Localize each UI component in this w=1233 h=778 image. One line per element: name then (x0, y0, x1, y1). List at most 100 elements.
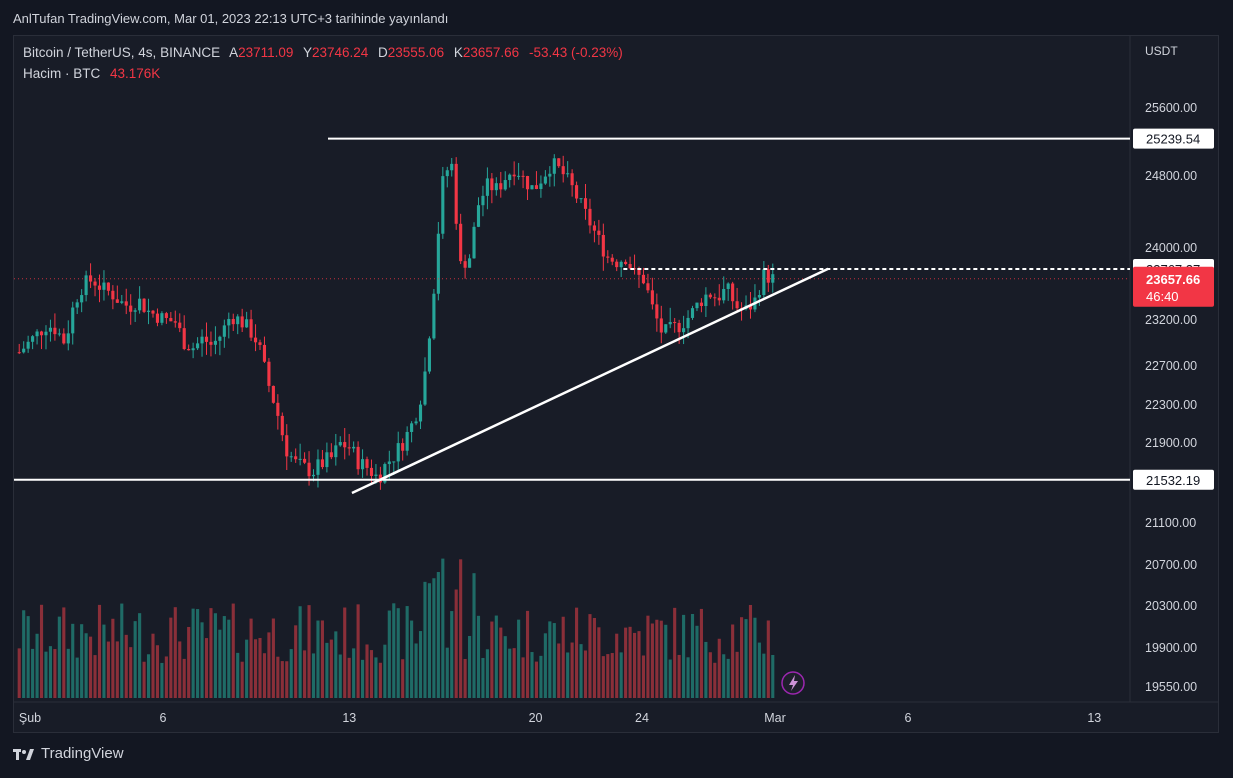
candle-body[interactable] (441, 176, 445, 234)
candle-body[interactable] (619, 261, 623, 268)
candle-body[interactable] (365, 459, 369, 468)
volume-bar[interactable] (579, 644, 583, 698)
volume-bar[interactable] (517, 619, 521, 698)
volume-bar[interactable] (726, 658, 730, 698)
candle-body[interactable] (75, 302, 79, 308)
volume-bar[interactable] (146, 654, 151, 698)
candle-body[interactable] (325, 452, 329, 468)
volume-bar[interactable] (668, 659, 672, 698)
candle-body[interactable] (717, 297, 721, 301)
candle-body[interactable] (240, 316, 244, 328)
candle-body[interactable] (423, 371, 427, 405)
volume-bar[interactable] (766, 620, 770, 698)
volume-bar[interactable] (503, 636, 507, 698)
candle-body[interactable] (722, 288, 726, 301)
candle-body[interactable] (713, 297, 717, 299)
volume-bar[interactable] (204, 638, 209, 698)
volume-bar[interactable] (664, 624, 668, 698)
volume-bar[interactable] (160, 662, 164, 698)
candle-body[interactable] (71, 307, 75, 334)
candle-body[interactable] (499, 183, 503, 190)
volume-bar[interactable] (115, 641, 119, 698)
volume-bar[interactable] (739, 617, 744, 698)
volume-bar[interactable] (48, 646, 53, 698)
candle-body[interactable] (690, 308, 695, 318)
volume-bar[interactable] (236, 652, 240, 698)
candle-body[interactable] (57, 333, 61, 335)
volume-bar[interactable] (722, 654, 726, 698)
candle-body[interactable] (481, 195, 485, 206)
candle-body[interactable] (490, 178, 494, 191)
volume-bar[interactable] (628, 626, 632, 698)
volume-bar[interactable] (704, 641, 708, 698)
candle-body[interactable] (459, 223, 463, 262)
candle-body[interactable] (303, 458, 307, 463)
candle-body[interactable] (726, 283, 730, 289)
volume-bar[interactable] (155, 645, 160, 698)
candle-body[interactable] (677, 322, 681, 333)
candle-body[interactable] (592, 225, 596, 231)
volume-bar[interactable] (249, 618, 253, 698)
volume-bar[interactable] (717, 638, 721, 698)
volume-bar[interactable] (325, 642, 329, 698)
volume-bar[interactable] (624, 627, 628, 698)
volume-bar[interactable] (441, 558, 445, 698)
volume-bar[interactable] (534, 661, 539, 698)
candle-body[interactable] (146, 310, 151, 312)
candle-body[interactable] (525, 176, 530, 190)
volume-bar[interactable] (708, 652, 712, 698)
candle-body[interactable] (699, 302, 703, 307)
volume-bar[interactable] (410, 620, 414, 698)
candle-body[interactable] (245, 319, 249, 328)
candle-body[interactable] (236, 316, 240, 325)
volume-bar[interactable] (432, 578, 436, 698)
volume-bar[interactable] (62, 607, 66, 698)
volume-bar[interactable] (26, 616, 30, 698)
candle-body[interactable] (610, 257, 614, 262)
volume-bar[interactable] (142, 661, 146, 698)
candle-body[interactable] (704, 294, 708, 307)
volume-bar[interactable] (267, 632, 271, 698)
candle-body[interactable] (227, 318, 231, 326)
symbol-name[interactable]: Bitcoin / TetherUS, 4s, BINANCE (23, 45, 221, 60)
candle-body[interactable] (601, 234, 605, 257)
volume-bar[interactable] (512, 648, 516, 698)
volume-bar[interactable] (699, 608, 703, 698)
candle-body[interactable] (570, 173, 574, 186)
volume-bar[interactable] (632, 632, 637, 698)
ascending-trendline[interactable] (351, 267, 829, 495)
candle-body[interactable] (708, 294, 712, 298)
candle-body[interactable] (102, 282, 106, 290)
volume-bar[interactable] (285, 661, 289, 698)
volume-bar[interactable] (307, 605, 311, 698)
candle-body[interactable] (628, 264, 632, 269)
candle-body[interactable] (552, 158, 556, 174)
candle-body[interactable] (624, 261, 628, 265)
volume-bar[interactable] (66, 648, 70, 698)
volume-bar[interactable] (436, 572, 440, 698)
candle-body[interactable] (735, 301, 739, 309)
volume-bar[interactable] (334, 631, 338, 698)
volume-bar[interactable] (468, 635, 472, 698)
candle-body[interactable] (418, 404, 423, 422)
candle-body[interactable] (436, 233, 440, 294)
candle-body[interactable] (249, 319, 253, 338)
candle-body[interactable] (334, 445, 338, 458)
volume-bar[interactable] (695, 625, 699, 698)
volume-bar[interactable] (463, 658, 467, 698)
candle-body[interactable] (22, 348, 26, 353)
candle-body[interactable] (155, 313, 160, 323)
volume-bar[interactable] (39, 604, 44, 698)
volume-bar[interactable] (253, 639, 258, 698)
candle-body[interactable] (97, 285, 102, 290)
volume-bar[interactable] (762, 653, 766, 698)
volume-bar[interactable] (566, 652, 570, 698)
candle-body[interactable] (561, 166, 565, 175)
volume-bar[interactable] (615, 633, 619, 698)
volume-bar[interactable] (508, 648, 512, 698)
candle-body[interactable] (285, 435, 289, 457)
volume-bar[interactable] (387, 610, 391, 698)
volume-bar[interactable] (646, 615, 650, 698)
volume-bar[interactable] (75, 657, 79, 698)
candle-body[interactable] (196, 343, 200, 349)
